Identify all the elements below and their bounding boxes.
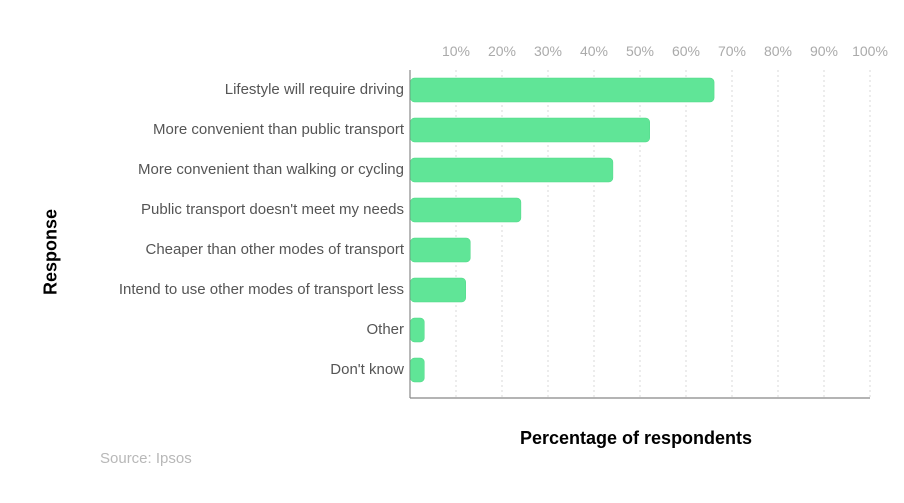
x-tick-label: 70% <box>718 43 746 59</box>
x-tick-label: 100% <box>852 43 888 59</box>
category-label: Cheaper than other modes of transport <box>146 241 405 258</box>
category-label: More convenient than public transport <box>153 121 405 138</box>
category-label: Lifestyle will require driving <box>225 81 404 98</box>
x-tick-label: 50% <box>626 43 654 59</box>
bar <box>411 318 425 342</box>
category-label: Intend to use other modes of transport l… <box>119 281 404 298</box>
x-tick-label: 60% <box>672 43 700 59</box>
bar <box>411 278 466 302</box>
bar <box>411 118 650 142</box>
x-tick-label: 80% <box>764 43 792 59</box>
x-tick-label: 20% <box>488 43 516 59</box>
bar <box>411 198 521 222</box>
x-tick-label: 10% <box>442 43 470 59</box>
category-label: Don't know <box>330 361 404 378</box>
bar <box>411 238 471 262</box>
x-tick-label: 40% <box>580 43 608 59</box>
x-tick-label: 30% <box>534 43 562 59</box>
category-label: Public transport doesn't meet my needs <box>141 201 404 218</box>
category-label: Other <box>366 321 404 338</box>
bar <box>411 358 425 382</box>
bar <box>411 78 715 102</box>
chart-container: Response Percentage of respondents Sourc… <box>0 0 904 503</box>
chart-plot: 10% 20% 30% 40% 50% 60% 70% 80% 90% 100% Lifestyle… <box>0 0 904 503</box>
x-tick-label: 90% <box>810 43 838 59</box>
bar <box>411 158 613 182</box>
category-label: More convenient than walking or cycling <box>138 161 404 178</box>
